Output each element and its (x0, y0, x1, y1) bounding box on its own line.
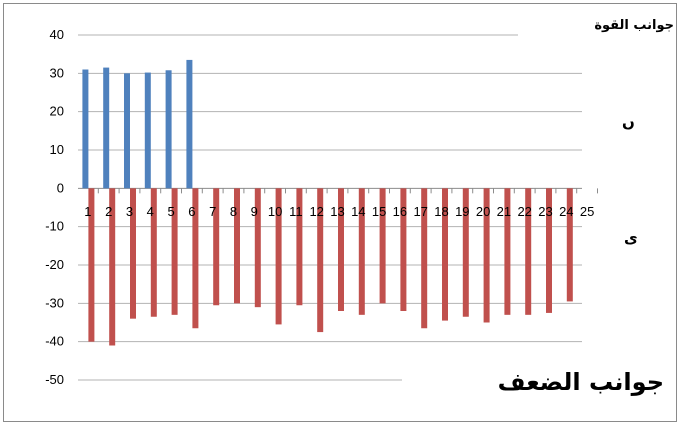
bar-positive (124, 73, 130, 189)
bars (82, 59, 573, 346)
x-tick-label: 17 (413, 204, 427, 219)
bar-positive (186, 59, 193, 189)
x-tick-label: 11 (289, 204, 303, 219)
bar-negative (442, 188, 448, 321)
bar-negative (254, 188, 261, 308)
y-tick-label: 20 (50, 104, 64, 119)
x-tick-label: 19 (455, 204, 469, 219)
x-tick-label: 8 (230, 204, 237, 219)
strengths-annotation: جوانب القوة (594, 18, 674, 33)
x-tick-label: 10 (268, 204, 282, 219)
x-tick-label: 14 (351, 204, 365, 219)
bar-negative (88, 188, 95, 342)
bar-negative (546, 188, 552, 313)
chart-frame (3, 3, 677, 422)
x-tick-label: 18 (434, 204, 448, 219)
y-tick-label: -50 (45, 372, 64, 387)
right-letter-top: ں (622, 113, 635, 131)
x-tick-label: 6 (188, 204, 195, 219)
bar-negative (213, 188, 220, 306)
y-tick-label: 40 (50, 27, 64, 42)
y-tick-label: 30 (50, 65, 64, 80)
x-tick-label: 25 (580, 204, 594, 219)
bar-negative (275, 188, 282, 325)
bar-negative (338, 188, 344, 311)
bar-negative (566, 188, 573, 302)
bar-negative (296, 188, 303, 306)
y-tick-label: 0 (57, 180, 64, 195)
y-axis-tick-labels: 40 30 20 10 0 -10 -20 -30 -40 -50 (45, 27, 64, 387)
x-tick-label: 23 (538, 204, 552, 219)
x-tick-label: 2 (105, 204, 112, 219)
bar-negative (525, 188, 532, 315)
bar-negative (504, 188, 511, 315)
x-tick-label: 16 (393, 204, 407, 219)
bar-negative (421, 188, 428, 329)
x-tick-label: 15 (372, 204, 386, 219)
bar-negative (109, 188, 116, 346)
bar-negative (130, 188, 136, 319)
x-tick-label: 24 (559, 204, 573, 219)
x-tick-label: 5 (167, 204, 174, 219)
x-tick-label: 22 (517, 204, 531, 219)
right-letter-middle: ى (624, 229, 638, 247)
x-tick-label: 1 (84, 204, 91, 219)
x-tick-label: 4 (147, 204, 154, 219)
bar-positive (165, 70, 172, 189)
x-tick-label: 12 (309, 204, 323, 219)
weaknesses-annotation: جوانب الضعف (497, 368, 664, 396)
bar-negative (400, 188, 407, 311)
x-tick-label: 20 (476, 204, 490, 219)
bar-negative (358, 188, 365, 315)
bar-negative (317, 188, 324, 333)
gridlines (78, 34, 582, 381)
x-axis-tick-labels: 1 2 3 4 5 6 7 8 9 10 11 12 13 14 15 16 17 18 19 20 21 22 23 24 2… (84, 188, 598, 219)
y-tick-label: -40 (45, 334, 64, 349)
x-tick-label: 3 (126, 204, 133, 219)
bar-negative (234, 188, 240, 304)
x-tick-label: 13 (330, 204, 344, 219)
y-tick-label: -30 (45, 295, 64, 310)
bar-negative (192, 188, 199, 329)
bar-negative (171, 188, 178, 315)
y-tick-label: -20 (45, 257, 64, 272)
x-tick-label: 7 (209, 204, 216, 219)
x-tick-label: 9 (251, 204, 258, 219)
bar-negative (150, 188, 157, 317)
y-tick-label: 10 (50, 142, 64, 157)
bar-positive (103, 67, 110, 189)
x-tick-label: 21 (497, 204, 511, 219)
bar-negative (483, 188, 490, 323)
y-tick-label: -10 (45, 219, 64, 234)
bar-negative (462, 188, 469, 317)
bar-positive (82, 69, 89, 189)
bar-negative (379, 188, 386, 304)
bar-positive (144, 72, 151, 189)
